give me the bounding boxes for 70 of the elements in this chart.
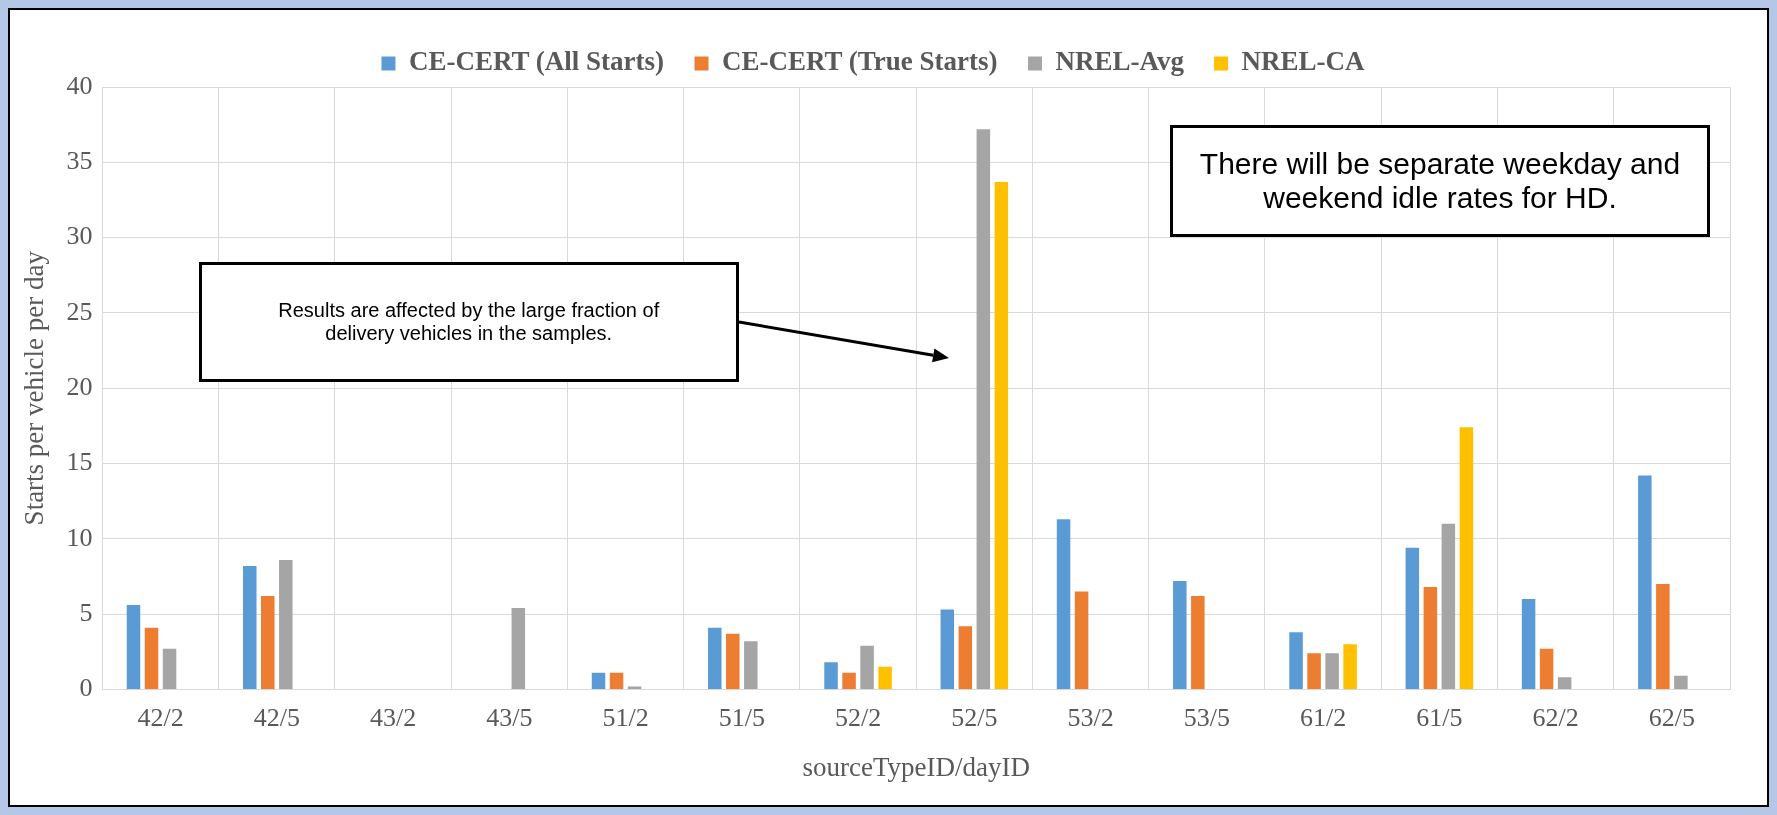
legend-label: CE-CERT (True Starts)	[722, 46, 998, 77]
bar	[860, 645, 874, 689]
legend-label: NREL-CA	[1241, 46, 1366, 77]
text-box: There will be separate weekday and weekend idle rates for HD.	[1170, 125, 1710, 237]
bar	[994, 181, 1009, 689]
x-tick-label: 51/5	[718, 702, 765, 732]
text-box: Results are affected by the large fraction of delivery vehicles in the samples.	[198, 262, 739, 383]
y-axis-title: Starts per vehicle per day	[19, 250, 50, 526]
x-tick-label: 61/5	[1416, 702, 1463, 732]
bar	[1557, 677, 1572, 689]
bar	[1173, 580, 1187, 689]
bar	[824, 662, 838, 689]
bar	[1325, 653, 1339, 689]
bar	[243, 565, 257, 689]
x-tick-label: 62/5	[1648, 702, 1695, 732]
x-tick-label: 61/2	[1299, 702, 1347, 732]
bar	[609, 672, 624, 689]
y-tick-label: 5	[79, 597, 93, 627]
bar	[1191, 596, 1205, 689]
bar	[511, 608, 526, 689]
y-tick-label: 20	[66, 372, 93, 402]
x-tick-label: 53/5	[1183, 702, 1230, 732]
legend-label: CE-CERT (All Starts)	[408, 46, 665, 77]
bar	[878, 666, 892, 689]
x-tick-label: 52/2	[834, 702, 882, 732]
y-tick-label: 15	[66, 447, 93, 477]
bar	[744, 641, 758, 689]
legend-label: NREL-Avg	[1055, 46, 1185, 77]
bar	[726, 633, 740, 689]
bar	[279, 559, 293, 689]
bar	[162, 648, 177, 689]
x-tick-label: 52/5	[951, 702, 998, 732]
bar	[958, 626, 973, 689]
bar	[1638, 475, 1652, 689]
bar	[1056, 519, 1071, 689]
bar	[842, 672, 856, 689]
bar	[1074, 591, 1089, 689]
bar	[1307, 653, 1321, 689]
x-tick-label: 53/2	[1067, 702, 1114, 732]
x-tick-label: 51/2	[602, 702, 649, 732]
bar	[1459, 427, 1474, 689]
y-tick-label: 10	[66, 522, 93, 552]
y-tick-label: 25	[66, 296, 93, 326]
bar	[1539, 648, 1554, 689]
bar	[1343, 644, 1357, 689]
bar	[261, 596, 275, 689]
y-tick-label: 40	[66, 70, 93, 100]
y-tick-label: 35	[66, 146, 93, 176]
bar	[1423, 586, 1438, 689]
bar	[591, 672, 606, 689]
bar	[126, 605, 141, 689]
bar	[1521, 599, 1536, 689]
bar	[627, 686, 642, 689]
x-tick-label: 43/2	[369, 702, 417, 732]
y-tick-label: 0	[79, 673, 93, 703]
x-tick-label: 42/5	[253, 702, 300, 732]
bar	[976, 129, 991, 689]
x-axis-title: sourceTypeID/dayID	[802, 751, 1030, 782]
bar	[1289, 632, 1303, 689]
x-tick-label: 43/5	[486, 702, 533, 732]
x-tick-label: 42/2	[137, 702, 184, 732]
bar	[1441, 523, 1456, 689]
bar	[1405, 547, 1420, 689]
x-tick-label: 62/2	[1532, 702, 1579, 732]
bar	[708, 627, 722, 689]
bar	[1674, 675, 1688, 689]
y-tick-label: 30	[66, 221, 93, 251]
bar	[940, 609, 955, 689]
bar	[144, 627, 159, 689]
bar	[1656, 583, 1670, 689]
